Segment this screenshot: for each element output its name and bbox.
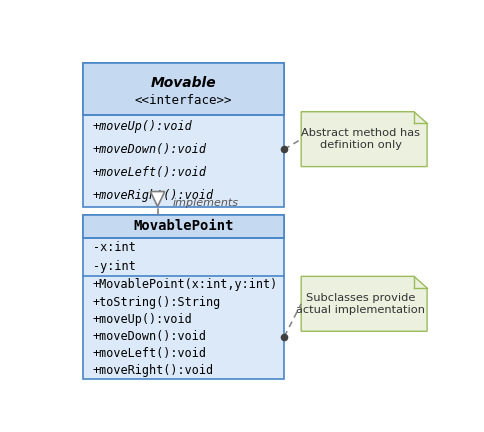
Text: +moveDown():void: +moveDown():void	[92, 330, 206, 343]
Polygon shape	[301, 112, 426, 167]
Text: +MovablePoint(x:int,y:int): +MovablePoint(x:int,y:int)	[92, 279, 277, 292]
Text: MovablePoint: MovablePoint	[133, 219, 233, 233]
Text: +moveLeft():void: +moveLeft():void	[92, 166, 206, 179]
Polygon shape	[150, 191, 165, 206]
Polygon shape	[301, 276, 426, 331]
FancyBboxPatch shape	[83, 215, 284, 379]
Text: -x:int: -x:int	[92, 241, 135, 254]
Text: +toString():String: +toString():String	[92, 295, 220, 308]
Text: +moveDown():void: +moveDown():void	[92, 143, 206, 156]
Text: +moveRight():void: +moveRight():void	[92, 189, 213, 202]
Text: Abstract method has
definition only: Abstract method has definition only	[301, 128, 420, 150]
Text: +moveLeft():void: +moveLeft():void	[92, 347, 206, 360]
Text: +moveUp():void: +moveUp():void	[92, 313, 192, 326]
Text: -y:int: -y:int	[92, 260, 135, 273]
FancyBboxPatch shape	[83, 64, 284, 115]
FancyBboxPatch shape	[83, 215, 284, 238]
Text: <<interface>>: <<interface>>	[135, 94, 232, 107]
Text: +moveUp():void: +moveUp():void	[92, 120, 192, 133]
Text: implements: implements	[172, 198, 238, 208]
Text: Subclasses provide
actual implementation: Subclasses provide actual implementation	[296, 293, 424, 314]
FancyBboxPatch shape	[83, 64, 284, 206]
Text: Movable: Movable	[151, 76, 216, 90]
Text: +moveRight():void: +moveRight():void	[92, 365, 213, 378]
